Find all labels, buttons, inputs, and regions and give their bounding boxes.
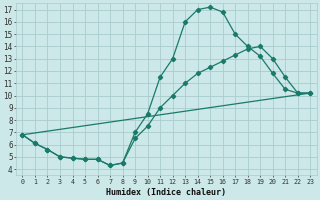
X-axis label: Humidex (Indice chaleur): Humidex (Indice chaleur)	[106, 188, 226, 197]
